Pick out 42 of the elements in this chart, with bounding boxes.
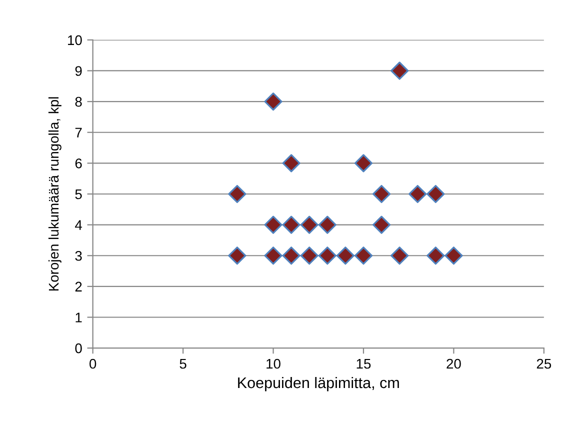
point: [318, 216, 336, 234]
y-tick-label: 9: [75, 66, 82, 76]
point: [372, 216, 391, 234]
x-tick-label: 10: [266, 358, 280, 369]
y-tick-label: 8: [75, 96, 82, 107]
point: [282, 246, 300, 265]
point: [354, 154, 373, 172]
y-tick-label: 4: [75, 220, 82, 230]
point: [264, 92, 282, 111]
y-tick-label: 5: [75, 189, 82, 200]
x-tick-label: 25: [536, 358, 552, 369]
y-tick-label: 6: [75, 158, 82, 168]
point: [444, 246, 463, 265]
x-tick-label: 5: [180, 358, 186, 369]
point: [390, 246, 409, 265]
point: [390, 62, 409, 80]
point: [264, 246, 282, 265]
y-tick-label: 7: [75, 128, 82, 138]
point: [408, 184, 427, 204]
point: [372, 184, 391, 204]
y-tick-label: 3: [75, 250, 82, 261]
point: [336, 246, 354, 265]
point: [426, 184, 445, 204]
point: [426, 246, 445, 265]
x-tick-label: 15: [356, 358, 371, 369]
x-tick-label: 20: [446, 358, 461, 369]
y-tick-label: 1: [76, 312, 82, 322]
y-axis-title: Korojen lukumäärä rungolla, kpl: [48, 97, 62, 291]
y-tick-label: 0: [75, 343, 82, 354]
point: [282, 154, 300, 172]
y-tick-label: 10: [68, 35, 82, 46]
point: [318, 246, 336, 265]
point: [282, 216, 300, 234]
point: [264, 216, 282, 234]
point: [354, 246, 373, 265]
point: [300, 216, 318, 234]
x-tick-label: 0: [90, 358, 96, 369]
point: [228, 184, 246, 204]
point: [228, 246, 246, 265]
y-tick-label: 2: [75, 282, 82, 292]
point: [300, 246, 318, 265]
x-axis-title: Koepuiden läpimitta, cm: [238, 376, 399, 392]
